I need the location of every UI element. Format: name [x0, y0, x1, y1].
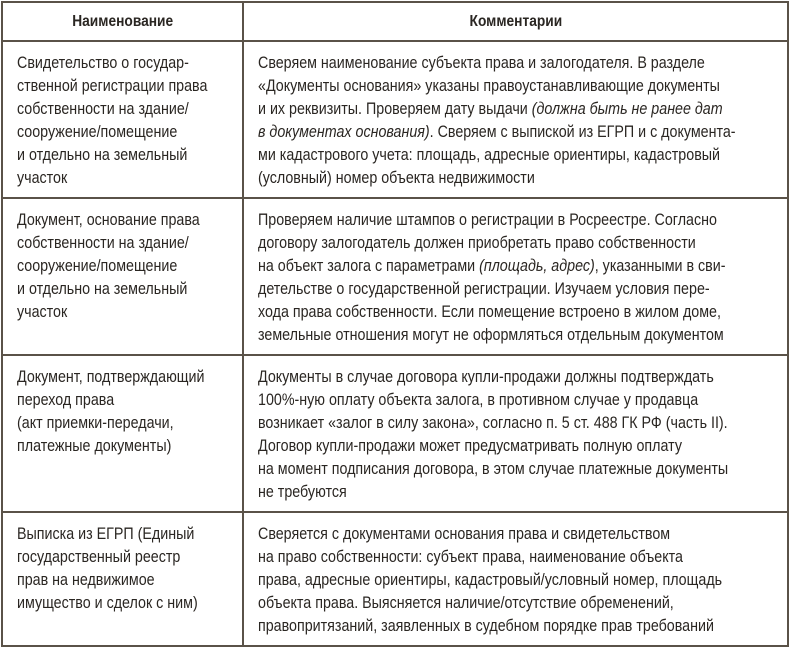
comment-line: не требуются [258, 480, 702, 503]
comment-line: детельстве о государственной регистрации… [258, 277, 710, 300]
comment-text: земельные отношения могут не оформляться… [258, 325, 724, 344]
comment-text: Документы в случае договора купли-продаж… [258, 367, 714, 386]
comment-cell: Сверяем наименование субъекта права и за… [242, 40, 789, 199]
comment-text: , указанными в сви- [594, 256, 726, 275]
comment-line: Документы в случае договора купли-продаж… [258, 365, 714, 388]
comment-text: Сверяется с документами основания права … [258, 524, 671, 543]
comment-text: «Документы основания» указаны правоустан… [258, 76, 720, 95]
comment-text: ми кадастрового учета: площадь, адресные… [258, 145, 721, 164]
name-line: Свидетельство о государ- [17, 53, 189, 72]
comment-line: объекта права. Выясняется наличие/отсутс… [258, 591, 702, 614]
comment-line: на объект залога с параметрами (площадь,… [258, 254, 725, 277]
name-line: Документ, основание права [17, 210, 200, 229]
comment-text: возникает «залог в силу закона», согласн… [258, 413, 728, 432]
comment-text: Сверяем наименование субъекта права и за… [258, 53, 705, 72]
name-line: имущество и сделок с ним) [17, 593, 198, 612]
comment-line: земельные отношения могут не оформляться… [258, 323, 724, 346]
comment-line: Сверяем наименование субъекта права и за… [258, 51, 705, 74]
comment-line: «Документы основания» указаны правоустан… [258, 74, 720, 97]
comment-line: и их реквизиты. Проверяем дату выдачи (д… [258, 97, 723, 120]
name-line: переход права [17, 390, 115, 409]
comment-text: права, адресные ориентиры, кадастровый/у… [258, 570, 723, 589]
name-line: и отдельно на земельный [17, 279, 188, 298]
comment-text: на право собственности: субъект права, н… [258, 547, 683, 566]
comment-line: права, адресные ориентиры, кадастровый/у… [258, 568, 722, 591]
comment-line: возникает «залог в силу закона», согласн… [258, 411, 728, 434]
comment-cell: Сверяется с документами основания права … [242, 511, 789, 647]
comment-line: хода права собственности. Если помещение… [258, 300, 721, 323]
comment-cell: Документы в случае договора купли-продаж… [242, 354, 789, 513]
name-cell: Документ, основание права собственности н… [1, 197, 244, 356]
name-line: и отдельно на земельный [17, 145, 188, 164]
comment-italic-text: в документах основания) [258, 122, 430, 141]
comment-text: Проверяем наличие штампов о регистрации … [258, 210, 717, 229]
comment-text: 100%-ную оплату объекта залога, в против… [258, 390, 699, 409]
comment-line: на право собственности: субъект права, н… [258, 545, 702, 568]
table-row: Выписка из ЕГРП (Единый государственный р… [1, 511, 789, 647]
comment-text: . Сверяем с выпиской из ЕГРП и с докумен… [429, 122, 736, 141]
comment-line: на момент подписания договора, в этом сл… [258, 457, 728, 480]
name-cell: Выписка из ЕГРП (Единый государственный р… [1, 511, 244, 647]
comment-text: хода права собственности. Если помещение… [258, 302, 721, 321]
table-row: Свидетельство о государ-ственной регистр… [1, 40, 789, 199]
comment-text: Договор купли-продажи может предусматрив… [258, 436, 682, 455]
comment-line: ми кадастрового учета: площадь, адресные… [258, 143, 720, 166]
name-line: сооружение/помещение [17, 256, 178, 275]
table-header-row: Наименование Комментарии [1, 1, 789, 42]
name-line: прав на недвижимое [17, 570, 155, 589]
name-line: участок [17, 168, 68, 187]
documents-table: Наименование Комментарии Свидетельство о… [1, 1, 789, 647]
comment-text: на объект залога с параметрами [258, 256, 480, 275]
comment-text: детельстве о государственной регистрации… [258, 279, 710, 298]
name-line: платежные документы) [17, 436, 172, 455]
comment-text: договору залогодатель должен приобретать… [258, 233, 696, 252]
name-line: Выписка из ЕГРП (Единый [17, 524, 195, 543]
comment-line: Проверяем наличие штампов о регистрации … [258, 208, 717, 231]
comment-text: и их реквизиты. Проверяем дату выдачи [258, 99, 532, 118]
name-line: ственной регистрации права [17, 76, 208, 95]
name-cell: Документ, подтверждающий переход права (ак… [1, 354, 244, 513]
table-row: Документ, подтверждающий переход права (ак… [1, 354, 789, 513]
comment-text: правопритязаний, заявленных в судебном п… [258, 616, 714, 635]
comment-text: (условный) номер объекта недвижимости [258, 168, 535, 187]
name-line: участок [17, 302, 68, 321]
comment-text: на момент подписания договора, в этом сл… [258, 459, 729, 478]
comment-line: 100%-ную оплату объекта залога, в против… [258, 388, 702, 411]
comment-line: в документах основания). Сверяем с выпис… [258, 120, 736, 143]
comment-line: правопритязаний, заявленных в судебном п… [258, 614, 714, 637]
name-line: собственности на здание/ [17, 233, 189, 252]
comment-line: Сверяется с документами основания права … [258, 522, 702, 545]
comment-cell: Проверяем наличие штампов о регистрации … [242, 197, 789, 356]
comment-italic-text: (должна быть не ранее дат [531, 99, 723, 118]
comment-line: Договор купли-продажи может предусматрив… [258, 434, 702, 457]
comment-text: не требуются [258, 482, 347, 501]
name-cell: Свидетельство о государ-ственной регистр… [1, 40, 244, 199]
name-line: Документ, подтверждающий [17, 367, 205, 386]
table-row: Документ, основание права собственности н… [1, 197, 789, 356]
comment-line: договору залогодатель должен приобретать… [258, 231, 702, 254]
name-line: (акт приемки-передачи, [17, 413, 174, 432]
name-line: сооружение/помещение [17, 122, 178, 141]
name-line: собственности на здание/ [17, 99, 189, 118]
comment-line: (условный) номер объекта недвижимости [258, 166, 702, 189]
comment-italic-text: (площадь, адрес) [479, 256, 595, 275]
column-header-name: Наименование [1, 1, 244, 42]
comment-text: объекта права. Выясняется наличие/отсутс… [258, 593, 674, 612]
column-header-comments: Комментарии [242, 1, 789, 42]
name-line: государственный реестр [17, 547, 181, 566]
